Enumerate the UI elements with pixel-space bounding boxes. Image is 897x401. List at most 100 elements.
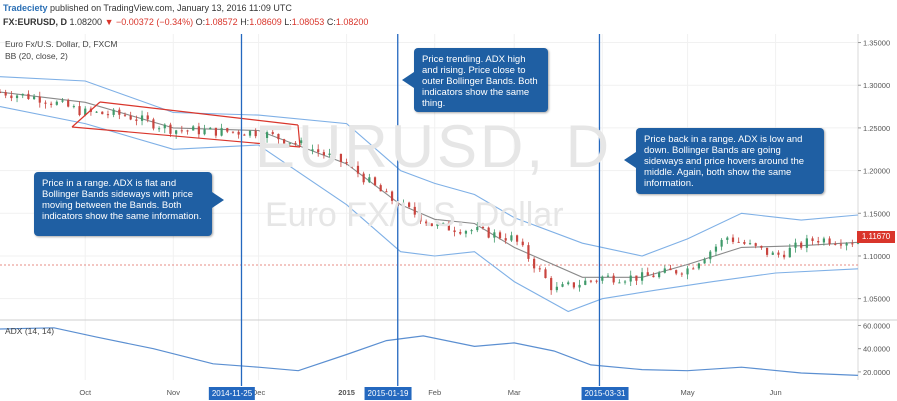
candle-body	[606, 275, 610, 277]
candle-body	[822, 238, 826, 243]
candle-body	[237, 131, 240, 135]
publish-line: Tradeciety published on TradingView.com,…	[3, 3, 292, 13]
candle-body	[186, 130, 189, 132]
candle-body	[379, 185, 382, 192]
time-tick-label: Dec	[252, 388, 266, 397]
quote-line: FX:EURUSD, D 1.08200 ▼ −0.00372 (−0.34%)…	[3, 17, 368, 27]
adx-tick-label: 60.0000	[863, 321, 890, 330]
price-tick-label: 1.10000	[863, 252, 890, 261]
candle-body	[828, 238, 831, 244]
candle-body	[748, 243, 752, 245]
candle-body	[464, 231, 468, 234]
low-value: 1.08053	[291, 17, 325, 27]
last-price: 1.08200	[69, 17, 103, 27]
candle-body	[408, 202, 411, 207]
candle-body	[765, 247, 769, 255]
candle-body	[771, 252, 774, 255]
candle-body	[646, 272, 649, 276]
low-label: L:	[284, 17, 292, 27]
adx-tick-label: 40.0000	[863, 345, 890, 354]
candle-body	[754, 243, 757, 246]
candle-body	[550, 278, 553, 291]
candle-body	[203, 129, 206, 135]
candle-body	[368, 177, 371, 183]
high-value: 1.08609	[249, 17, 282, 27]
adx-tick-label: 20.0000	[863, 368, 890, 377]
candle-body	[589, 280, 593, 282]
candle-body	[112, 109, 115, 115]
candle-body	[300, 140, 303, 144]
candle-body	[157, 128, 161, 130]
candle-body	[123, 114, 127, 116]
candle-body	[175, 130, 178, 134]
watermark-symbol: EURUSD, D	[255, 113, 613, 180]
annotation-range-1: Price in a range. ADX is flat and Bollin…	[34, 172, 224, 236]
candle-body	[67, 100, 70, 107]
price-tick-label: 1.20000	[863, 167, 890, 176]
candle-body	[214, 127, 218, 136]
down-arrow-icon: ▼	[104, 17, 114, 27]
candle-body	[328, 153, 331, 155]
candle-body	[521, 241, 524, 246]
candle-body	[385, 191, 388, 193]
candle-body	[277, 133, 280, 140]
date-marker-tag-1: 2014-11-25	[208, 387, 256, 400]
candle-body	[15, 95, 19, 99]
candle-body	[805, 238, 808, 248]
adx-series-line	[0, 327, 859, 376]
candle-body	[4, 92, 7, 96]
date-marker-tag-2: 2015-01-19	[364, 387, 412, 400]
callout-pointer	[212, 192, 224, 208]
price-tick-label: 1.05000	[863, 295, 890, 304]
candle-body	[686, 268, 689, 275]
bb-indicator-label[interactable]: BB (20, close, 2)	[5, 51, 68, 61]
candle-body	[476, 227, 479, 231]
candle-body	[578, 284, 581, 288]
trendline-cap-left	[71, 101, 101, 128]
candle-body	[652, 275, 655, 278]
candle-body	[362, 173, 365, 183]
candle-body	[498, 232, 502, 239]
watermark-name: Euro FX/U.S. Dollar	[265, 196, 564, 234]
candle-body	[425, 221, 428, 224]
candle-body	[402, 202, 405, 206]
candle-body	[180, 130, 183, 132]
callout-pointer	[624, 152, 636, 168]
candle-body	[817, 240, 820, 243]
candle-body	[442, 222, 445, 224]
candle-body	[44, 102, 47, 104]
candle-body	[27, 93, 30, 100]
bb-lower-line	[0, 106, 859, 313]
chart-header: Tradeciety published on TradingView.com,…	[0, 0, 897, 34]
candle-body	[720, 239, 723, 247]
candle-body	[800, 242, 803, 248]
adx-axis: 60.0000 40.0000 20.0000	[858, 321, 890, 377]
candle-body	[260, 136, 263, 139]
candle-body	[345, 161, 348, 164]
price-tick-label: 1.35000	[863, 39, 890, 48]
candle-body	[527, 245, 530, 259]
candle-body	[856, 242, 860, 244]
candle-body	[248, 130, 252, 136]
candle-body	[561, 284, 564, 287]
annotation-trending: Price trending. ADX high and rising. Pri…	[402, 48, 548, 112]
candle-body	[38, 96, 41, 103]
candle-body	[459, 232, 462, 234]
adx-indicator-label[interactable]: ADX (14, 14)	[5, 326, 55, 336]
candle-body	[317, 149, 320, 153]
candle-body	[140, 115, 144, 121]
published-text: published on TradingView.com, January 13…	[50, 3, 292, 13]
candle-body	[669, 268, 672, 271]
candle-body	[839, 244, 843, 246]
candle-body	[254, 130, 257, 137]
candle-body	[118, 109, 121, 115]
candle-body	[851, 243, 854, 245]
price-change: −0.00372 (−0.34%)	[116, 17, 194, 27]
candle-body	[675, 270, 678, 274]
price-tick-label: 1.15000	[863, 209, 890, 218]
candle-body	[334, 153, 337, 155]
candle-body	[487, 227, 490, 238]
candle-body	[373, 177, 377, 186]
candle-body	[339, 153, 343, 162]
publisher-name[interactable]: Tradeciety	[3, 3, 48, 13]
